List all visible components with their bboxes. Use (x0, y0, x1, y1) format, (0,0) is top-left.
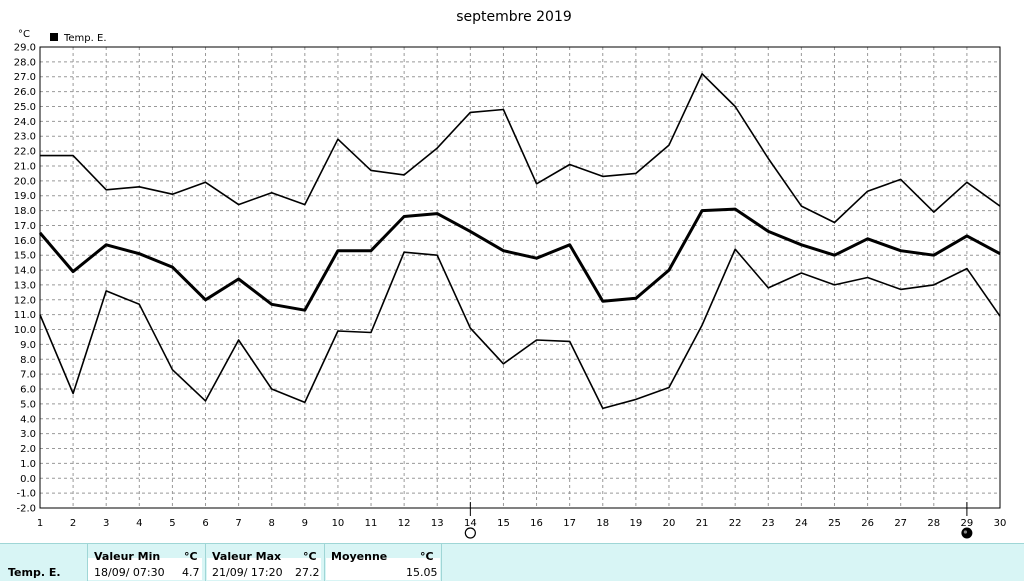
series-line-average (38, 207, 1001, 312)
divider (205, 544, 206, 581)
y-tick-label: 19.0 (14, 191, 36, 202)
x-tick-label: 5 (169, 518, 175, 529)
x-tick-label: 11 (365, 518, 378, 529)
min-unit: °C (184, 550, 198, 563)
stats-bar: Temp. E. Valeur Min °C 18/09/ 07:30 4.7 … (0, 543, 1024, 581)
legend-swatch (50, 33, 58, 41)
y-tick-label: 2.0 (20, 444, 36, 455)
x-tick-label: 8 (269, 518, 275, 529)
y-tick-label: 3.0 (20, 429, 36, 440)
max-value-box (207, 558, 321, 580)
plot-frame (39, 46, 1001, 509)
y-unit-label: °C (18, 29, 30, 40)
y-tick-label: 6.0 (20, 385, 36, 396)
y-tick-label: 11.0 (14, 310, 36, 321)
y-tick-label: 22.0 (14, 147, 36, 158)
series-lines (38, 73, 1001, 410)
y-tick-label: 16.0 (14, 236, 36, 247)
y-tick-label: 18.0 (14, 206, 36, 217)
y-tick-label: 4.0 (20, 414, 36, 425)
new-moon-highlight (963, 530, 967, 534)
y-tick-label: 8.0 (20, 355, 36, 366)
y-tick-label: 24.0 (14, 117, 36, 128)
y-tick-label: 0.0 (20, 474, 36, 485)
x-tick-label: 18 (596, 518, 609, 529)
x-tick-label: 30 (994, 518, 1007, 529)
moon-markers (464, 502, 973, 539)
temperature-chart: septembre 2019 °C Temp. E. 29.028.027.02… (14, 9, 1007, 539)
x-tick-label: 20 (663, 518, 676, 529)
x-tick-label: 29 (961, 518, 974, 529)
x-tick-label: 27 (894, 518, 907, 529)
x-tick-label: 19 (629, 518, 642, 529)
y-tick-label: 5.0 (20, 399, 36, 410)
x-axis: 1 2 3 4 5 6 7 8 9 10 11 12 13 14 15 16 17 18 19 20 21 22 23 24 2… (37, 518, 1007, 529)
avg-value-box (326, 558, 440, 580)
x-tick-label: 4 (136, 518, 142, 529)
x-tick-label: 6 (202, 518, 208, 529)
y-tick-label: 21.0 (14, 161, 36, 172)
y-tick-label: 9.0 (20, 340, 36, 351)
y-tick-label: 1.0 (20, 459, 36, 470)
max-unit: °C (303, 550, 317, 563)
max-header: Valeur Max (212, 550, 282, 563)
avg-header: Moyenne (331, 550, 388, 563)
y-tick-label: 10.0 (14, 325, 36, 336)
y-tick-label: 23.0 (14, 132, 36, 143)
y-tick-label: 13.0 (14, 280, 36, 291)
avg-unit: °C (420, 550, 434, 563)
x-tick-label: 23 (762, 518, 775, 529)
y-tick-label: 15.0 (14, 251, 36, 262)
y-tick-label: 27.0 (14, 72, 36, 83)
stats-row-label: Temp. E. (8, 566, 61, 579)
x-tick-label: 28 (927, 518, 940, 529)
min-value-box (88, 558, 202, 580)
full-moon-icon (464, 527, 476, 539)
x-tick-label: 25 (828, 518, 841, 529)
y-tick-label: 26.0 (14, 87, 36, 98)
y-tick-label: -2.0 (16, 504, 36, 515)
x-tick-label: 21 (696, 518, 709, 529)
min-value: 4.7 (182, 566, 200, 579)
y-tick-label: 12.0 (14, 295, 36, 306)
x-tick-label: 7 (235, 518, 241, 529)
x-tick-label: 9 (302, 518, 308, 529)
min-datetime: 18/09/ 07:30 (94, 566, 165, 579)
y-tick-label: 20.0 (14, 176, 36, 187)
divider (324, 544, 325, 581)
x-tick-label: 24 (795, 518, 808, 529)
y-tick-label: 14.0 (14, 266, 36, 277)
max-datetime: 21/09/ 17:20 (212, 566, 283, 579)
y-tick-label: 28.0 (14, 57, 36, 68)
chart-title: septembre 2019 (456, 9, 572, 25)
x-tick-label: 1 (37, 518, 43, 529)
y-tick-label: -1.0 (16, 489, 36, 500)
legend-label: Temp. E. (63, 33, 107, 44)
y-tick-label: 29.0 (14, 43, 36, 54)
x-tick-label: 10 (332, 518, 345, 529)
series-line-max (40, 73, 1001, 224)
x-tick-label: 13 (431, 518, 444, 529)
avg-value: 15.05 (406, 566, 438, 579)
x-tick-label: 15 (497, 518, 510, 529)
x-tick-label: 3 (103, 518, 109, 529)
y-tick-label: 7.0 (20, 370, 36, 381)
min-header: Valeur Min (94, 550, 161, 563)
y-tick-label: 17.0 (14, 221, 36, 232)
divider (87, 544, 88, 581)
x-tick-label: 12 (398, 518, 411, 529)
x-tick-label: 16 (530, 518, 543, 529)
series-line-min (39, 248, 1001, 410)
grid (39, 46, 1001, 509)
x-tick-label: 14 (464, 518, 477, 529)
y-axis: 29.0 28.0 27.0 26.0 25.0 24.0 23.0 22.0 21.0 20.0… (14, 43, 36, 515)
x-tick-label: 22 (729, 518, 742, 529)
x-tick-label: 17 (563, 518, 576, 529)
y-tick-label: 25.0 (14, 102, 36, 113)
max-value: 27.2 (295, 566, 320, 579)
x-tick-label: 26 (861, 518, 874, 529)
divider (441, 544, 442, 581)
x-tick-label: 2 (70, 518, 76, 529)
new-moon-icon (961, 527, 973, 539)
